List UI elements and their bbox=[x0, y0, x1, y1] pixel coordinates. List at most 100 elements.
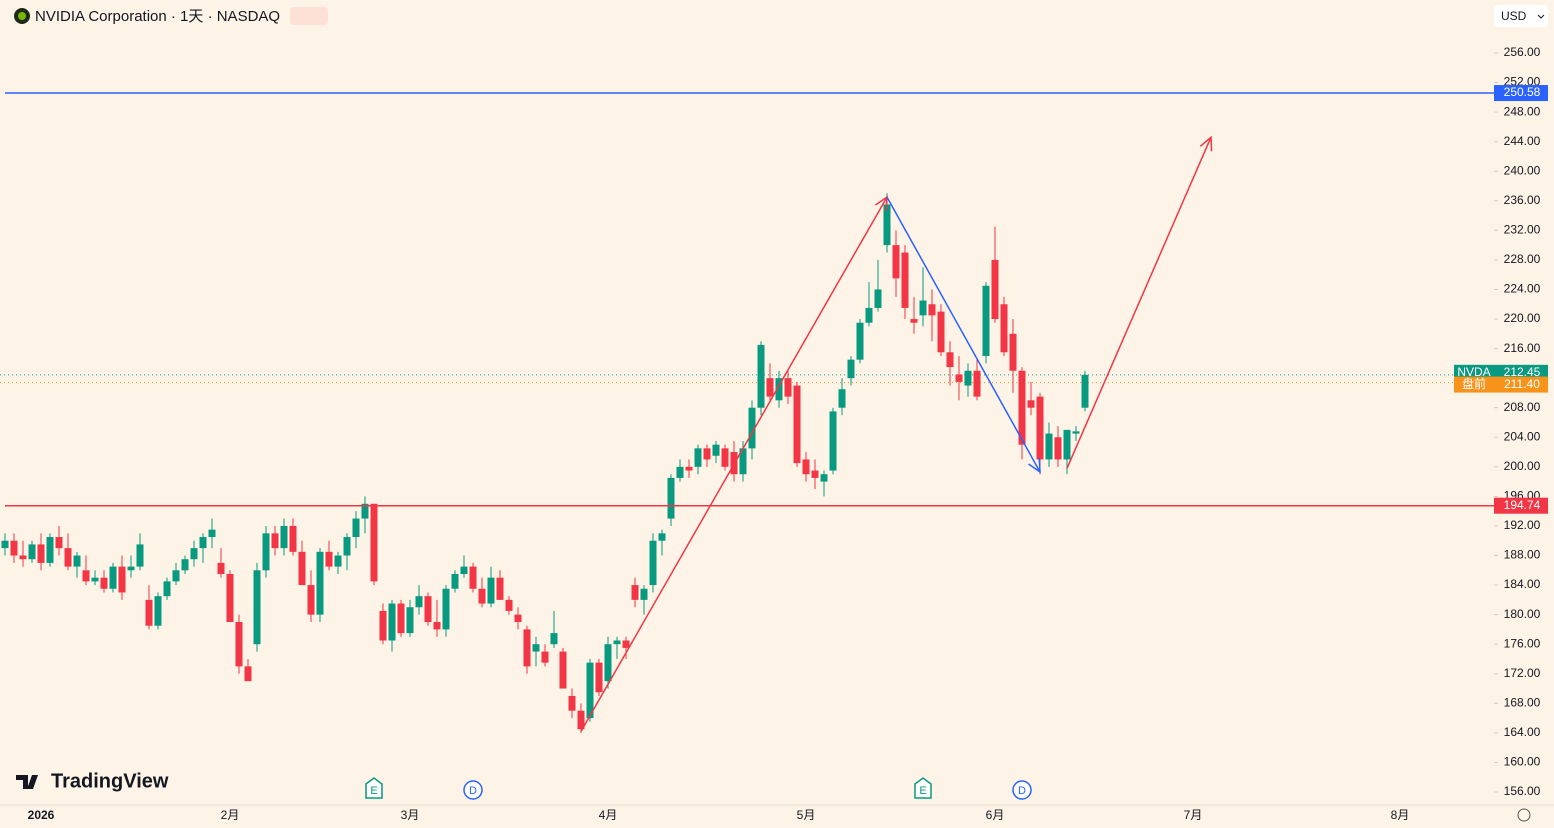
trend-line bbox=[886, 196, 1041, 473]
event-marker bbox=[463, 780, 483, 800]
candle-body bbox=[451, 573, 459, 589]
candle-body bbox=[91, 577, 99, 582]
plot: 156.00 160.00 164.00 168.00 172.00 176.00 180.… bbox=[0, 45, 1548, 822]
candle-body bbox=[280, 525, 288, 549]
candle-body bbox=[1000, 304, 1008, 353]
brand: TradingView bbox=[51, 770, 169, 792]
y-tick-label: 156.00 bbox=[1504, 784, 1541, 798]
currency[interactable]: USD bbox=[1501, 9, 1527, 23]
candle-body bbox=[1081, 374, 1089, 408]
candle-body bbox=[136, 544, 144, 567]
x-tick-label: 2月 bbox=[221, 808, 240, 822]
candle-body bbox=[640, 588, 648, 600]
candle-body bbox=[838, 389, 846, 408]
y-tick-label: 176.00 bbox=[1504, 636, 1541, 650]
candle-body bbox=[289, 525, 297, 552]
candle-body bbox=[784, 378, 792, 397]
candle-body bbox=[19, 555, 27, 560]
candle-body bbox=[244, 666, 252, 682]
candle-body bbox=[406, 607, 414, 634]
candle-body bbox=[460, 566, 468, 574]
session-badge bbox=[290, 7, 328, 25]
candle-body bbox=[739, 448, 747, 475]
candle-body bbox=[613, 640, 621, 645]
y-tick-label: 216.00 bbox=[1504, 341, 1541, 355]
candle-body bbox=[541, 651, 549, 663]
event-label: D bbox=[1018, 785, 1026, 797]
x-tick-label: 2026 bbox=[28, 808, 55, 822]
candle-body bbox=[595, 662, 603, 693]
candle-body bbox=[109, 566, 117, 589]
candle-body bbox=[10, 540, 18, 556]
candle-body bbox=[145, 599, 153, 626]
y-tick-label: 180.00 bbox=[1504, 607, 1541, 621]
candle-body bbox=[622, 640, 630, 648]
currency-button[interactable] bbox=[1494, 5, 1548, 27]
candle-body bbox=[856, 322, 864, 360]
candle-body bbox=[271, 533, 279, 549]
candle-body bbox=[757, 344, 765, 408]
candle-body bbox=[73, 555, 81, 567]
candle-body bbox=[154, 596, 162, 626]
price-label-box bbox=[1494, 376, 1548, 393]
candle-body bbox=[388, 603, 396, 641]
y-tick-label: 228.00 bbox=[1504, 252, 1541, 266]
candle-body bbox=[1072, 431, 1080, 434]
chevron bbox=[1537, 14, 1545, 19]
x-tick-label: 5月 bbox=[797, 808, 816, 822]
candle-body bbox=[190, 548, 198, 560]
candle-body bbox=[235, 622, 243, 667]
candle-body bbox=[1009, 333, 1017, 371]
candle-body bbox=[568, 695, 576, 711]
candle-body bbox=[46, 537, 54, 563]
candle-body bbox=[811, 470, 819, 478]
event-label: E bbox=[919, 785, 926, 797]
y-tick-label: 192.00 bbox=[1504, 518, 1541, 532]
candle-body bbox=[1036, 396, 1044, 460]
candle-body bbox=[523, 629, 531, 667]
candle-body bbox=[505, 599, 513, 611]
candle-body bbox=[685, 466, 693, 471]
x-tick-label: 4月 bbox=[599, 808, 618, 822]
candle-body bbox=[901, 252, 909, 308]
y-tick-label: 164.00 bbox=[1504, 725, 1541, 739]
candle-body bbox=[370, 503, 378, 582]
y-tick-label: 232.00 bbox=[1504, 223, 1541, 237]
candle-body bbox=[712, 444, 720, 456]
candle-body bbox=[127, 566, 135, 571]
candle-body bbox=[316, 551, 324, 615]
candle-body bbox=[424, 596, 432, 623]
candle-body bbox=[199, 537, 207, 549]
candle-body bbox=[721, 448, 729, 467]
candle-body bbox=[298, 551, 306, 586]
y-tick-label: 172.00 bbox=[1504, 666, 1541, 680]
candle-body bbox=[325, 551, 333, 567]
candle-body bbox=[955, 374, 963, 382]
candle-body bbox=[82, 570, 90, 582]
candle-body bbox=[1045, 433, 1053, 460]
candle-body bbox=[397, 603, 405, 634]
candle-body bbox=[100, 577, 108, 589]
candle-body bbox=[496, 577, 504, 600]
candle-body bbox=[1054, 437, 1062, 460]
arrow-head bbox=[1028, 457, 1041, 474]
price-name: 盘前 bbox=[1462, 376, 1486, 391]
event-marker bbox=[1012, 780, 1032, 800]
candle-body bbox=[937, 311, 945, 353]
candle-body bbox=[703, 448, 711, 460]
event-marker bbox=[914, 777, 932, 799]
candle-body bbox=[847, 359, 855, 379]
candle-body bbox=[928, 304, 936, 316]
y-tick-label: 240.00 bbox=[1504, 163, 1541, 177]
price-name: NVDA bbox=[1457, 365, 1490, 379]
y-tick-label: 160.00 bbox=[1504, 755, 1541, 769]
candle-body bbox=[802, 459, 810, 475]
candle-body bbox=[577, 710, 585, 730]
candle-body bbox=[514, 614, 522, 623]
candle-body bbox=[910, 319, 918, 323]
candle-body bbox=[64, 548, 72, 567]
candle-body bbox=[559, 651, 567, 689]
settings-icon[interactable] bbox=[1517, 808, 1531, 822]
event-label: E bbox=[370, 785, 377, 797]
